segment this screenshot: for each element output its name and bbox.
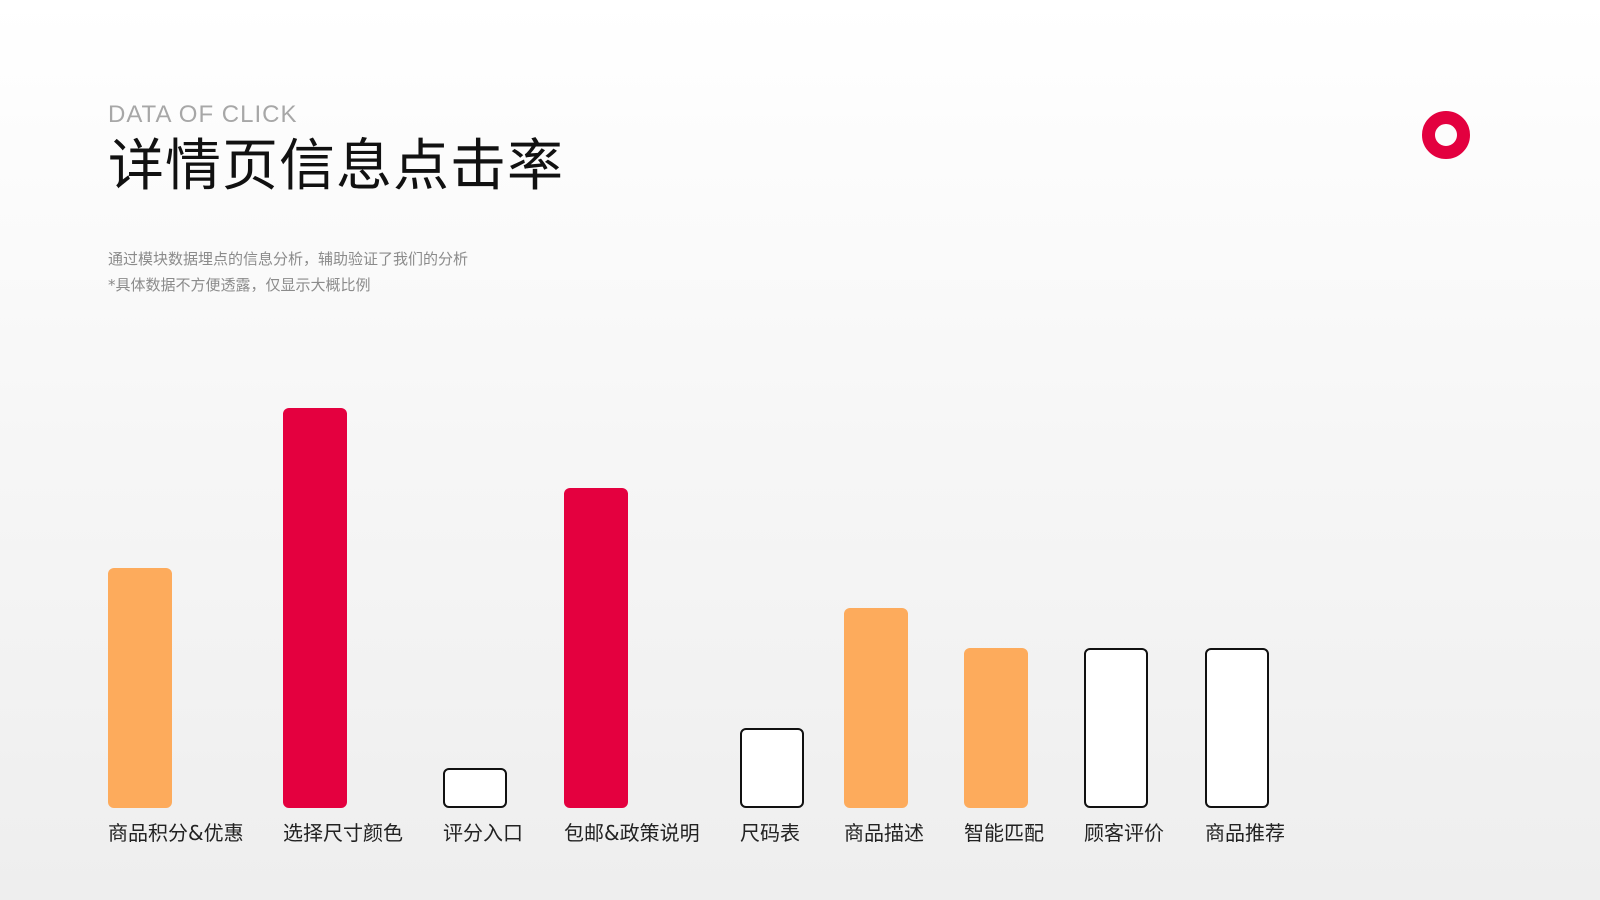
bar [1205, 648, 1269, 808]
category-label: 商品描述 [844, 821, 924, 845]
category-label: 智能匹配 [964, 821, 1044, 845]
page-title: 详情页信息点击率 [108, 134, 564, 199]
description: 通过模块数据埋点的信息分析，辅助验证了我们的分析 *具体数据不方便透露，仅显示大… [108, 246, 468, 298]
category-label: 选择尺寸颜色 [283, 821, 403, 845]
category-label: 包邮&政策说明 [564, 821, 700, 845]
category-label: 尺码表 [740, 821, 800, 845]
category-label: 商品推荐 [1205, 821, 1285, 845]
bar [443, 768, 507, 808]
category-label: 评分入口 [443, 821, 523, 845]
category-label: 商品积分&优惠 [108, 821, 244, 845]
bar [108, 568, 172, 808]
eyebrow-text: DATA OF CLICK [108, 101, 298, 128]
bar [283, 408, 347, 808]
bar [564, 488, 628, 808]
ring-icon [1422, 111, 1470, 159]
description-line-1: 通过模块数据埋点的信息分析，辅助验证了我们的分析 [108, 250, 469, 268]
bar [740, 728, 804, 808]
bar [844, 608, 908, 808]
bar [964, 648, 1028, 808]
category-label: 顾客评价 [1084, 821, 1164, 845]
description-line-2: *具体数据不方便透露，仅显示大概比例 [108, 276, 371, 294]
bar [1084, 648, 1148, 808]
